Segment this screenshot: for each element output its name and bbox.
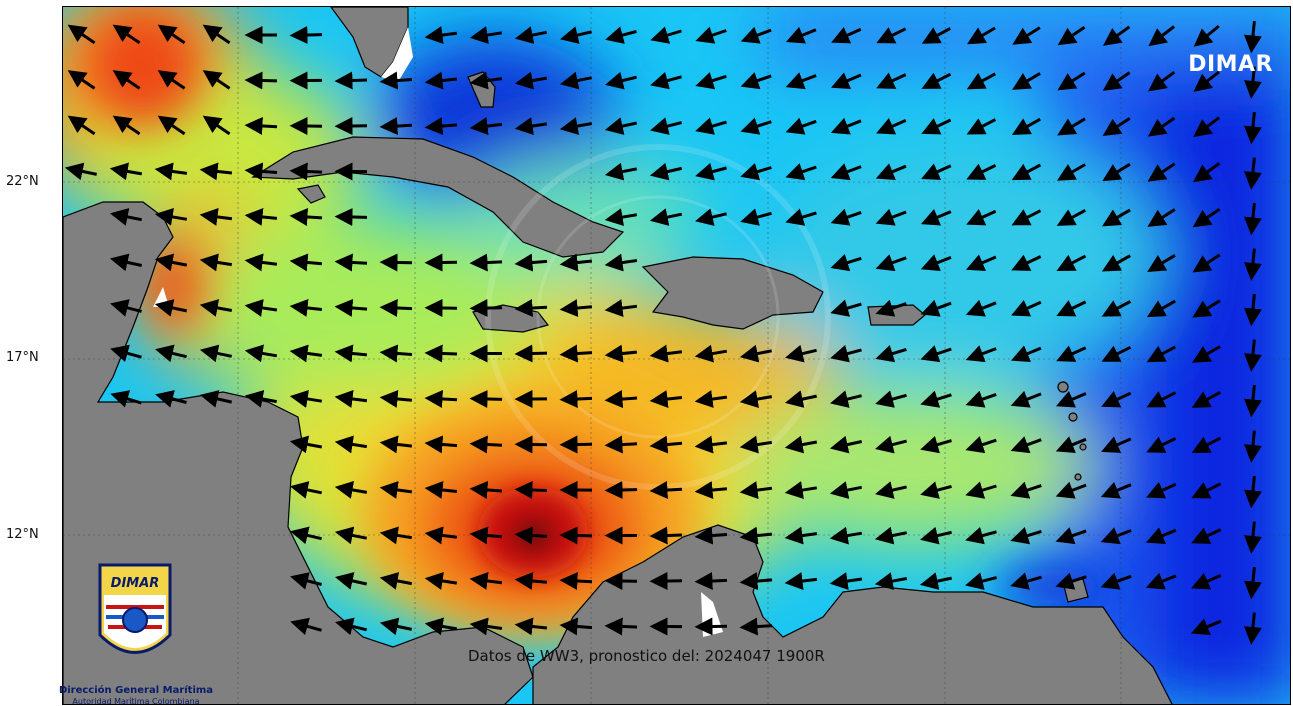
direction-arrow (339, 217, 367, 218)
direction-arrow (564, 398, 592, 399)
direction-arrow (564, 580, 592, 581)
direction-arrow (249, 125, 277, 126)
direction-arrow (384, 125, 412, 126)
direction-arrow (384, 353, 412, 355)
brand-label: DIMAR (1188, 52, 1273, 77)
land-antilles-2 (1069, 413, 1077, 421)
direction-arrow (429, 398, 457, 400)
direction-arrow (744, 626, 772, 628)
direction-arrow (609, 581, 637, 582)
direction-arrow (339, 262, 367, 264)
direction-arrow (474, 489, 502, 491)
land-antilles-4 (1075, 474, 1081, 480)
dimar-logo: DIMAR Dirección General Marítima Autorid… (40, 555, 230, 705)
direction-arrow (609, 398, 637, 400)
lat-label-12n: 12°N (6, 527, 39, 542)
land-antilles-1 (1058, 382, 1068, 392)
direction-arrow (294, 216, 322, 218)
direction-arrow (474, 262, 502, 263)
direction-arrow (654, 489, 682, 491)
direction-arrow (519, 353, 547, 354)
direction-arrow (294, 35, 322, 36)
direction-arrow (339, 80, 367, 81)
direction-arrow (249, 171, 277, 173)
direction-arrow (384, 307, 412, 308)
direction-arrow (474, 399, 502, 400)
direction-arrow (564, 535, 592, 536)
direction-arrow (609, 444, 637, 445)
wave-forecast-map (62, 6, 1291, 705)
logo-title: Dirección General Marítima (46, 685, 226, 696)
direction-arrow (654, 535, 682, 536)
dimar-emblem: DIMAR (40, 555, 230, 685)
direction-arrow (294, 171, 322, 172)
emblem-text: DIMAR (111, 576, 160, 591)
direction-arrow (609, 626, 637, 627)
direction-arrow (429, 353, 457, 354)
direction-arrow (519, 490, 547, 491)
direction-arrow (699, 580, 727, 581)
lat-label-22n: 22°N (6, 174, 39, 189)
direction-arrow (249, 80, 277, 81)
wave-height-field (63, 7, 1291, 705)
direction-arrow (519, 307, 547, 309)
direction-arrow (474, 308, 502, 309)
direction-arrow (384, 80, 412, 82)
forecast-caption: Datos de WW3, pronostico del: 2024047 19… (468, 647, 825, 665)
lat-label-17n: 17°N (6, 350, 39, 365)
direction-arrow (564, 353, 592, 355)
wave-field-peak (478, 487, 588, 577)
land-antilles-3 (1080, 444, 1086, 450)
direction-arrow (384, 262, 412, 263)
direction-arrow (699, 535, 727, 537)
direction-arrow (519, 535, 547, 537)
direction-arrow (474, 444, 502, 445)
direction-arrow (699, 626, 727, 627)
direction-arrow (609, 490, 637, 491)
